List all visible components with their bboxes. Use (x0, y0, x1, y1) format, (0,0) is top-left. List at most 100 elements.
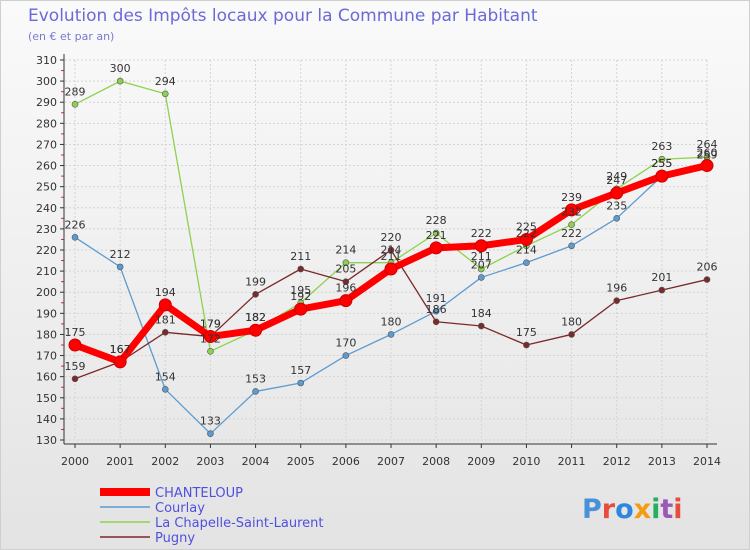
data-point (297, 265, 305, 273)
data-point (342, 278, 350, 285)
data-label: 239 (561, 191, 582, 204)
data-point (568, 242, 575, 250)
y-tick-label: 180 (36, 328, 57, 341)
data-label: 153 (245, 372, 266, 385)
data-label: 181 (155, 313, 176, 326)
data-label: 196 (606, 282, 627, 295)
data-label: 159 (65, 360, 86, 373)
data-point (207, 430, 214, 437)
data-point (387, 331, 395, 338)
data-label: 179 (200, 318, 221, 331)
logo-text: Proxiti (582, 494, 683, 525)
data-label: 182 (245, 311, 266, 324)
data-label: 191 (426, 292, 447, 305)
y-tick-label: 240 (36, 202, 57, 215)
data-label: 175 (516, 326, 537, 339)
data-label: 205 (335, 263, 356, 276)
data-label: 214 (381, 244, 402, 257)
chart-subtitle: (en € et par an) (28, 30, 114, 43)
x-tick-label: 2003 (196, 455, 224, 468)
data-label: 207 (471, 258, 492, 271)
data-point (384, 262, 398, 276)
data-label: 211 (290, 250, 311, 263)
x-tick-label: 2004 (242, 455, 270, 468)
data-label: 300 (110, 62, 131, 75)
legend-label-1: Courlay (155, 501, 205, 516)
data-point (474, 239, 488, 253)
data-point (655, 169, 669, 183)
logo-letter: P (582, 494, 602, 525)
data-point (297, 379, 305, 387)
data-label: 214 (516, 244, 537, 257)
data-label: 175 (65, 326, 86, 339)
data-point (203, 330, 217, 344)
series (68, 77, 714, 437)
y-tick-label: 300 (36, 75, 57, 88)
data-label: 235 (606, 199, 627, 212)
y-tick-label: 230 (36, 223, 57, 236)
logo-letter: t (660, 494, 673, 525)
y-tick-label: 260 (36, 160, 57, 173)
data-label: 184 (471, 307, 492, 320)
data-point (207, 348, 214, 355)
data-point (387, 246, 395, 254)
x-tick-label: 2010 (512, 455, 540, 468)
data-point (658, 286, 666, 294)
logo-letter: o (615, 494, 634, 525)
logo-letter: x (634, 494, 651, 525)
data-label: 249 (606, 170, 627, 183)
proxiti-logo: Proxiti (582, 494, 683, 525)
data-point (477, 322, 485, 330)
x-tick-label: 2005 (287, 455, 315, 468)
x-tick-label: 2013 (648, 455, 676, 468)
data-label: 228 (426, 214, 447, 227)
data-point (161, 329, 169, 336)
data-point (339, 294, 353, 308)
data-label: 180 (381, 315, 402, 328)
data-point (113, 355, 127, 369)
data-label: 222 (561, 227, 582, 240)
data-point (429, 241, 443, 255)
data-label: 232 (561, 206, 582, 219)
data-point (700, 159, 714, 173)
y-tick-label: 290 (36, 96, 57, 109)
y-tick-label: 130 (36, 434, 57, 447)
data-point (613, 215, 621, 222)
data-label: 154 (155, 370, 176, 383)
data-point (523, 341, 530, 349)
data-point (68, 338, 82, 352)
data-point (703, 276, 711, 283)
data-label: 294 (155, 75, 176, 88)
data-label: 221 (426, 229, 447, 242)
data-label: 196 (335, 282, 356, 295)
data-point (71, 101, 79, 108)
data-point (161, 90, 169, 98)
data-point (249, 323, 263, 337)
data-label: 195 (290, 284, 311, 297)
legend-label-0: CHANTELOUP (155, 486, 243, 501)
data-label: 182 (245, 311, 266, 324)
y-tick-label: 220 (36, 244, 57, 257)
data-point (658, 155, 666, 163)
y-tick-label: 280 (36, 117, 57, 130)
data-point (565, 203, 579, 217)
data-label: 211 (381, 250, 402, 263)
data-point (252, 388, 259, 395)
data-point (71, 234, 79, 241)
data-point (116, 263, 124, 271)
y-tick-label: 210 (36, 265, 57, 278)
y-tick-label: 310 (36, 54, 57, 67)
data-point (294, 302, 308, 316)
data-point (613, 297, 621, 304)
data-point (116, 77, 124, 85)
data-point (432, 229, 440, 237)
chart-title: Evolution des Impôts locaux pour la Comm… (28, 6, 538, 26)
data-label: 167 (110, 343, 131, 356)
data-label: 167 (110, 343, 131, 356)
x-tick-label: 2009 (467, 455, 495, 468)
y-tick-label: 250 (36, 181, 57, 194)
data-label: 263 (651, 140, 672, 153)
